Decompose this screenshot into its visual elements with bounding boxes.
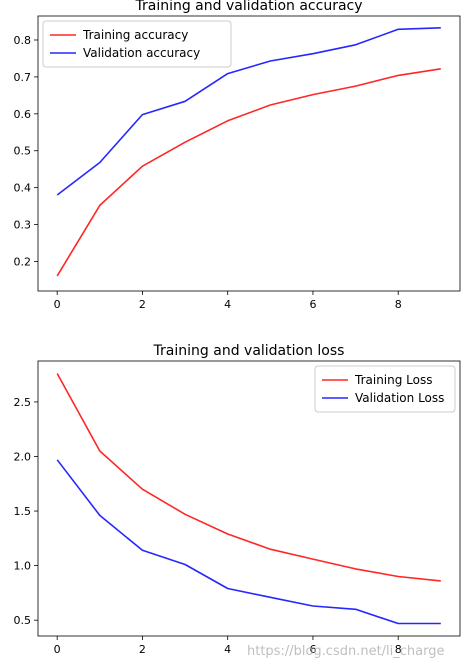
y-tick-label: 0.5 (14, 614, 32, 627)
x-tick-label: 6 (309, 643, 316, 656)
y-tick-label: 1.5 (14, 505, 32, 518)
y-tick-label: 2.0 (14, 450, 32, 463)
watermark-text: https://blog.csdn.net/li_charge (247, 644, 445, 659)
y-tick-label: 0.8 (14, 34, 32, 47)
plot-frame (37, 15, 461, 292)
x-tick-label: 6 (309, 298, 316, 311)
x-tick-label: 8 (395, 643, 402, 656)
x-tick-label: 2 (139, 298, 146, 311)
series-line-2 (56, 459, 441, 625)
legend-box (314, 365, 456, 413)
y-tick-label: 0.3 (14, 219, 32, 232)
y-tick-label: 2.5 (14, 396, 32, 409)
chart-1: Training and validation accuracy 0 2 4 6 8 0.2… (14, 0, 461, 311)
chart-title: Training and validation loss (153, 343, 345, 359)
x-tick-label: 0 (54, 643, 61, 656)
plot-frame (37, 360, 461, 637)
legend-label: Training accuracy (82, 28, 188, 42)
x-tick-label: 8 (395, 298, 402, 311)
y-tick-label: 0.7 (14, 71, 32, 84)
y-tick-label: 0.2 (14, 255, 32, 268)
y-tick-label: 1.0 (14, 560, 32, 573)
x-tick-label: 2 (139, 643, 146, 656)
chart-2: Training and validation loss 0 2 4 6 8 0.5 1.0 1… (14, 343, 461, 656)
chart-title: Training and validation accuracy (134, 0, 362, 14)
series-line-2 (56, 27, 441, 196)
series-line-1 (56, 373, 441, 582)
legend-label: Validation Loss (355, 391, 444, 405)
legend-box (42, 20, 232, 68)
x-tick-label: 4 (224, 298, 231, 311)
y-tick-label: 0.4 (14, 182, 32, 195)
y-tick-label: 0.6 (14, 108, 32, 121)
y-tick-label: 0.5 (14, 145, 32, 158)
x-tick-label: 4 (224, 643, 231, 656)
series-line-1 (56, 68, 441, 277)
legend-label: Training Loss (354, 373, 432, 387)
legend-label: Validation accuracy (83, 46, 200, 60)
x-tick-label: 0 (54, 298, 61, 311)
